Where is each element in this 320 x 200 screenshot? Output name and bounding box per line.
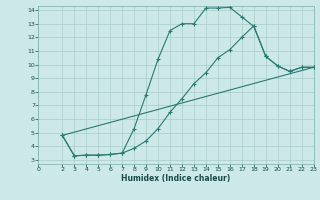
X-axis label: Humidex (Indice chaleur): Humidex (Indice chaleur) bbox=[121, 174, 231, 183]
